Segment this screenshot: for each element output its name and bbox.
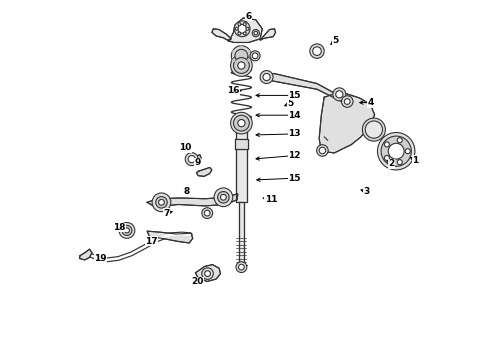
Text: 3: 3	[364, 187, 370, 196]
Circle shape	[204, 210, 210, 216]
Text: 15: 15	[289, 91, 301, 100]
Text: 13: 13	[289, 130, 301, 139]
Circle shape	[124, 228, 129, 233]
Circle shape	[233, 58, 249, 73]
Text: 19: 19	[94, 254, 107, 263]
Circle shape	[246, 27, 249, 30]
Circle shape	[240, 46, 243, 48]
Text: 12: 12	[289, 151, 301, 160]
Circle shape	[202, 268, 213, 279]
Text: 17: 17	[145, 237, 158, 246]
Polygon shape	[236, 121, 247, 202]
Circle shape	[214, 188, 233, 207]
Circle shape	[205, 271, 210, 276]
Circle shape	[231, 46, 251, 66]
Text: 18: 18	[114, 223, 126, 232]
Circle shape	[240, 63, 243, 66]
Circle shape	[336, 91, 343, 98]
Text: 2: 2	[388, 159, 394, 168]
Circle shape	[313, 47, 321, 55]
Circle shape	[188, 156, 196, 163]
Polygon shape	[147, 231, 193, 243]
Polygon shape	[147, 194, 238, 207]
Circle shape	[233, 59, 235, 61]
Polygon shape	[212, 29, 231, 40]
Circle shape	[231, 55, 252, 76]
Text: 5: 5	[287, 99, 294, 108]
Circle shape	[319, 147, 326, 154]
Text: 1: 1	[413, 156, 419, 165]
Circle shape	[244, 23, 246, 26]
Circle shape	[388, 143, 404, 159]
Circle shape	[239, 264, 245, 270]
Circle shape	[238, 120, 245, 127]
Polygon shape	[319, 92, 374, 153]
Polygon shape	[196, 167, 212, 176]
Text: 7: 7	[163, 209, 170, 217]
Circle shape	[235, 49, 248, 62]
Circle shape	[260, 71, 273, 84]
Circle shape	[310, 44, 324, 58]
Text: 11: 11	[265, 195, 277, 204]
Circle shape	[244, 32, 246, 35]
Polygon shape	[79, 249, 92, 260]
Text: 16: 16	[227, 86, 240, 95]
Polygon shape	[188, 155, 201, 165]
Circle shape	[234, 21, 250, 37]
Circle shape	[235, 27, 238, 30]
Text: 14: 14	[289, 111, 301, 120]
Circle shape	[248, 50, 250, 53]
Polygon shape	[260, 29, 275, 40]
Text: 8: 8	[184, 187, 190, 196]
Circle shape	[122, 225, 132, 235]
Text: 10: 10	[179, 143, 192, 152]
Circle shape	[233, 115, 249, 131]
Circle shape	[238, 32, 241, 35]
Circle shape	[384, 142, 390, 147]
Circle shape	[159, 199, 164, 205]
Text: 15: 15	[289, 174, 301, 183]
Polygon shape	[228, 18, 262, 42]
Circle shape	[365, 121, 383, 138]
Polygon shape	[196, 265, 220, 282]
Circle shape	[202, 208, 213, 219]
Circle shape	[252, 53, 258, 59]
Circle shape	[333, 88, 346, 101]
Circle shape	[238, 62, 245, 69]
Polygon shape	[235, 139, 248, 149]
Circle shape	[363, 118, 386, 141]
Polygon shape	[265, 73, 349, 104]
Circle shape	[377, 132, 415, 170]
Circle shape	[231, 112, 252, 134]
Circle shape	[238, 24, 246, 33]
Circle shape	[156, 197, 167, 208]
Polygon shape	[239, 202, 245, 265]
Circle shape	[218, 192, 229, 203]
Circle shape	[236, 262, 247, 273]
Circle shape	[381, 136, 411, 166]
Circle shape	[384, 156, 390, 161]
Circle shape	[397, 159, 402, 165]
Circle shape	[250, 51, 260, 61]
Circle shape	[252, 30, 259, 37]
Circle shape	[405, 149, 410, 154]
Circle shape	[233, 50, 235, 53]
Circle shape	[263, 73, 270, 81]
Circle shape	[248, 59, 250, 61]
Circle shape	[238, 23, 241, 26]
Circle shape	[254, 31, 258, 35]
Circle shape	[397, 138, 402, 143]
Circle shape	[119, 222, 135, 238]
Text: 9: 9	[195, 158, 201, 167]
Circle shape	[344, 99, 350, 104]
Circle shape	[317, 145, 328, 156]
Text: 4: 4	[367, 98, 373, 107]
Circle shape	[185, 153, 198, 166]
Circle shape	[152, 193, 171, 212]
Text: 6: 6	[245, 12, 252, 21]
Circle shape	[342, 96, 353, 107]
Text: 5: 5	[333, 36, 339, 45]
Text: 20: 20	[191, 277, 204, 286]
Circle shape	[220, 194, 226, 200]
